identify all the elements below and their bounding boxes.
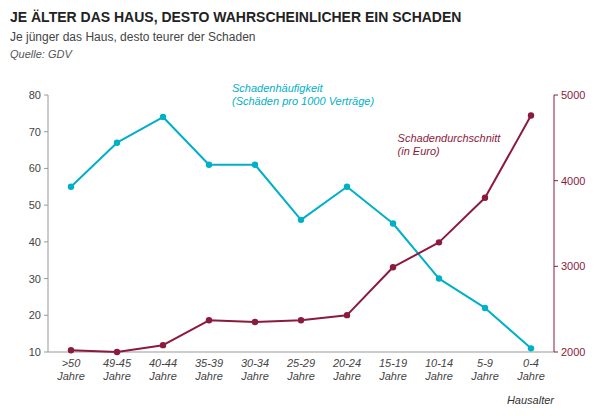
series-point bbox=[206, 317, 212, 323]
x-tick-label: >50Jahre bbox=[56, 357, 85, 382]
series-point bbox=[344, 184, 350, 190]
series-point bbox=[436, 239, 442, 245]
text-line: 5-9 bbox=[477, 357, 493, 369]
y-tick bbox=[44, 352, 48, 353]
series-point bbox=[390, 264, 396, 270]
y-tick-label: 10 bbox=[29, 346, 41, 358]
y-tick-label: 40 bbox=[29, 236, 41, 248]
text-line: Jahre bbox=[194, 370, 223, 382]
y2-tick bbox=[554, 352, 558, 353]
text-line: 20-24 bbox=[332, 357, 361, 369]
series-point bbox=[344, 312, 350, 318]
x-tick-label: 49-45Jahre bbox=[102, 357, 132, 382]
plot-area bbox=[68, 112, 534, 355]
series-point bbox=[390, 220, 396, 226]
series-label: Schadendurchschnitt(in Euro) bbox=[398, 132, 502, 157]
series-point bbox=[68, 184, 74, 190]
text-line: 40-44 bbox=[149, 357, 177, 369]
series-point bbox=[298, 217, 304, 223]
series-point bbox=[114, 140, 120, 146]
y-tick-label: 20 bbox=[29, 309, 41, 321]
text-line: Jahre bbox=[56, 370, 85, 382]
y-tick bbox=[44, 278, 48, 279]
series-point bbox=[482, 305, 488, 311]
text-line: 0-4 bbox=[523, 357, 539, 369]
y2-tick-label: 2000 bbox=[561, 346, 585, 358]
y2-tick-label: 3000 bbox=[561, 260, 585, 272]
x-tick-label: 25-29Jahre bbox=[286, 357, 315, 382]
y-tick-label: 30 bbox=[29, 273, 41, 285]
text-line: 10-14 bbox=[425, 357, 453, 369]
series-point bbox=[528, 112, 534, 118]
x-tick-label: 5-9Jahre bbox=[470, 357, 499, 382]
title: JE ÄLTER DAS HAUS, DESTO WAHRSCHEINLICHE… bbox=[10, 9, 461, 25]
x-tick-label: 35-39Jahre bbox=[194, 357, 223, 382]
series-point bbox=[206, 162, 212, 168]
series-point bbox=[436, 275, 442, 281]
text-line: Jahre bbox=[148, 370, 177, 382]
series-point bbox=[482, 195, 488, 201]
subtitle: Je jünger das Haus, desto teurer der Sch… bbox=[10, 30, 255, 44]
source: Quelle: GDV bbox=[10, 48, 73, 60]
text-line: (in Euro) bbox=[398, 145, 441, 157]
text-line: Schadenhäufigkeit bbox=[232, 82, 323, 94]
chart: JE ÄLTER DAS HAUS, DESTO WAHRSCHEINLICHE… bbox=[0, 0, 606, 416]
series-point bbox=[252, 162, 258, 168]
y-axis-line bbox=[48, 95, 49, 352]
y-tick-label: 60 bbox=[29, 162, 41, 174]
x-tick-label: 20-24Jahre bbox=[332, 357, 361, 382]
text-line: Jahre bbox=[240, 370, 269, 382]
series-point bbox=[528, 345, 534, 351]
y-tick bbox=[44, 205, 48, 206]
series-point bbox=[114, 349, 120, 355]
text-line: Jahre bbox=[378, 370, 407, 382]
text-line: Jahre bbox=[516, 370, 545, 382]
text-line: 15-19 bbox=[379, 357, 407, 369]
series-point bbox=[68, 347, 74, 353]
x-tick-label: 15-19Jahre bbox=[378, 357, 407, 382]
series-label: Schadenhäufigkeit(Schäden pro 1000 Vertr… bbox=[232, 82, 374, 107]
text-line: 49-45 bbox=[103, 357, 132, 369]
text-line: 30-34 bbox=[241, 357, 269, 369]
text-line: Schadendurchschnitt bbox=[398, 132, 502, 144]
y-tick bbox=[44, 131, 48, 132]
y-tick-label: 70 bbox=[29, 126, 41, 138]
x-tick-label: 0-4Jahre bbox=[516, 357, 545, 382]
x-axis-label: Hausalter bbox=[507, 394, 555, 406]
text-line: Jahre bbox=[332, 370, 361, 382]
y2-tick-label: 5000 bbox=[561, 89, 585, 101]
y2-tick bbox=[554, 95, 558, 96]
text-line: >50 bbox=[62, 357, 82, 369]
text-line: 25-29 bbox=[286, 357, 315, 369]
series-line bbox=[71, 116, 531, 352]
y-tick-label: 50 bbox=[29, 199, 41, 211]
y-tick bbox=[44, 241, 48, 242]
text-line: (Schäden pro 1000 Verträge) bbox=[232, 95, 374, 107]
y-tick-label: 80 bbox=[29, 89, 41, 101]
x-tick-label: 10-14Jahre bbox=[424, 357, 453, 382]
series-point bbox=[252, 319, 258, 325]
series-point bbox=[160, 114, 166, 120]
y2-axis-line bbox=[554, 95, 555, 352]
x-tick-label: 30-34Jahre bbox=[240, 357, 269, 382]
series-point bbox=[298, 317, 304, 323]
text-line: Jahre bbox=[286, 370, 315, 382]
y-tick bbox=[44, 95, 48, 96]
text-line: Jahre bbox=[102, 370, 131, 382]
text-line: 35-39 bbox=[195, 357, 223, 369]
text-line: Jahre bbox=[424, 370, 453, 382]
y2-tick bbox=[554, 180, 558, 181]
text-line: Jahre bbox=[470, 370, 499, 382]
y2-tick-label: 4000 bbox=[561, 175, 585, 187]
series-line bbox=[71, 117, 531, 348]
x-tick-label: 40-44Jahre bbox=[148, 357, 177, 382]
y-tick bbox=[44, 168, 48, 169]
y2-tick bbox=[554, 266, 558, 267]
series-point bbox=[160, 342, 166, 348]
y-tick bbox=[44, 315, 48, 316]
